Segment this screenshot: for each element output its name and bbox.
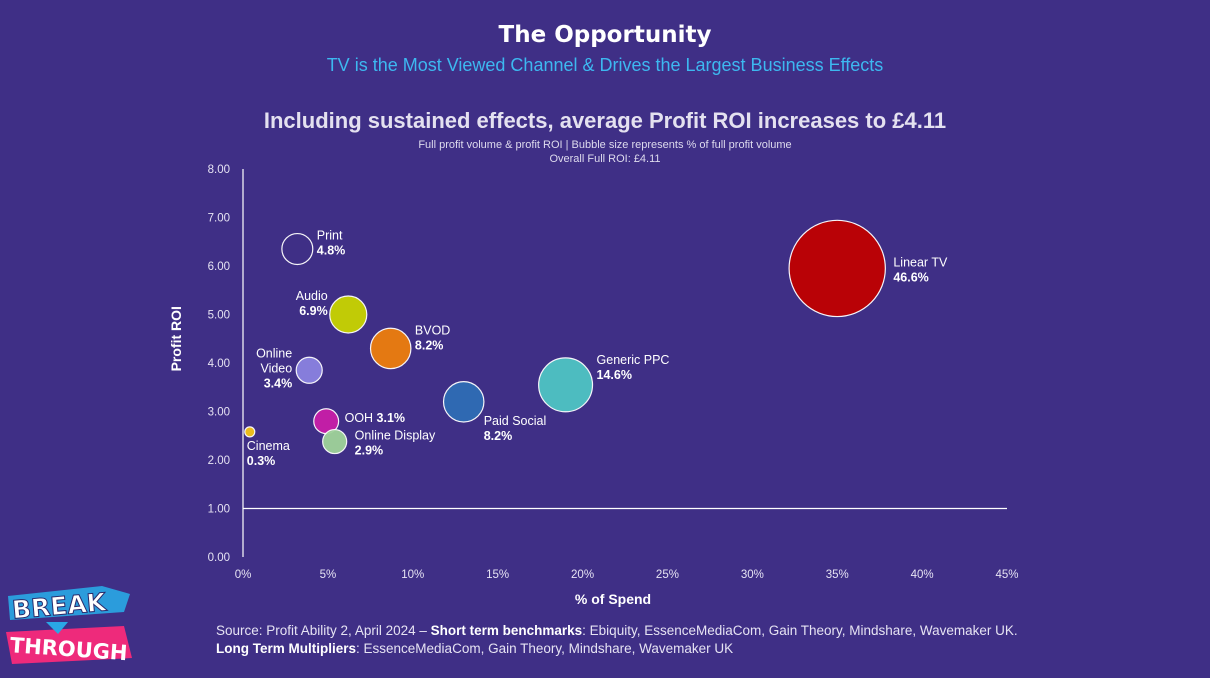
bubble-bvod [369, 327, 412, 370]
bubble-paid-social [442, 381, 485, 423]
x-tick-label: 10% [401, 569, 424, 581]
bubble-label-bvod: BVOD 8.2% [415, 323, 450, 352]
source-line1-rest: : Ebiquity, EssenceMediaCom, Gain Theory… [582, 623, 1018, 638]
bubble-linear-tv [788, 219, 886, 318]
x-tick-label: 45% [995, 569, 1018, 581]
y-tick-label: 2.00 [208, 455, 230, 467]
breakthrough-logo: BREAK THROUGH [6, 586, 132, 665]
y-tick-label: 7.00 [208, 213, 230, 225]
source-line2-bold: Long Term Multipliers [216, 641, 357, 656]
bubble-label-audio: Audio 6.9% [296, 289, 328, 318]
slide-subtitle: TV is the Most Viewed Channel & Drives t… [326, 55, 884, 75]
bubble-label-generic-ppc: Generic PPC 14.6% [597, 353, 670, 382]
x-tick-label: 35% [826, 569, 849, 581]
bubble-generic-ppc [538, 357, 594, 413]
source-line1-bold: Short term benchmarks [430, 623, 583, 638]
x-tick-label: 0% [235, 569, 252, 581]
slide-title: The Opportunity [498, 22, 712, 48]
x-tick-label: 15% [486, 569, 509, 581]
chart-subtitle-overall-roi: Overall Full ROI: £4.11 [549, 153, 661, 165]
y-tick-label: 8.00 [208, 164, 230, 176]
y-tick-label: 0.00 [208, 552, 230, 564]
bubble-label-online-display: Online Display 2.9% [355, 429, 436, 458]
bubble-label-cinema: Cinema 0.3% [247, 439, 290, 468]
x-tick-label: 30% [741, 569, 764, 581]
x-tick-label: 20% [571, 569, 594, 581]
y-tick-label: 3.00 [208, 407, 230, 419]
chart-subtitle: Full profit volume & profit ROI | Bubble… [418, 139, 792, 151]
bubble-label-ooh: OOH 3.1% [345, 411, 405, 425]
source-line1-prefix: Source: Profit Ability 2, April 2024 – [216, 623, 431, 638]
chart-title: Including sustained effects, average Pro… [263, 108, 947, 133]
y-tick-label: 4.00 [208, 358, 230, 370]
bubble-label-paid-social: Paid Social 8.2% [484, 414, 547, 443]
x-tick-label: 25% [656, 569, 679, 581]
bubble-print [281, 232, 314, 266]
y-axis-label: Profit ROI [168, 306, 184, 371]
bubble-audio [329, 295, 368, 334]
y-tick-label: 6.00 [208, 261, 230, 273]
bubble-online-video [295, 356, 323, 384]
bubble-label-print: Print 4.8% [317, 229, 346, 258]
x-axis-label: % of Spend [575, 591, 651, 607]
y-tick-label: 5.00 [208, 310, 230, 322]
source-note: Source: Profit Ability 2, April 2024 – S… [216, 622, 1018, 658]
bubble-label-online-video: Online Video 3.4% [256, 346, 292, 390]
x-tick-label: 40% [911, 569, 934, 581]
y-tick-label: 1.00 [208, 504, 230, 516]
bubble-online-display [322, 428, 348, 455]
source-line2-rest: : EssenceMediaCom, Gain Theory, Mindshar… [356, 641, 734, 656]
x-tick-label: 5% [320, 569, 337, 581]
bubble-label-linear-tv: Linear TV 46.6% [893, 255, 948, 284]
logo-line1: BREAK [11, 587, 109, 624]
bubble-cinema [244, 426, 256, 438]
